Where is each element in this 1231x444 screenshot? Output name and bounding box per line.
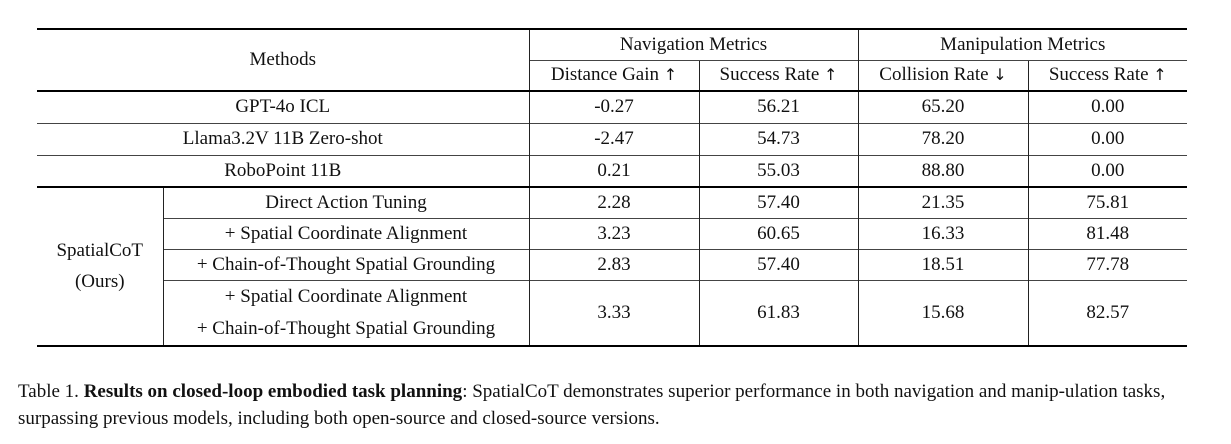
- table-row: + Spatial Coordinate Alignment + Chain-o…: [37, 279, 1188, 347]
- arrow-up-icon: ↑: [1153, 65, 1167, 85]
- method-cell: Llama3.2V 11B Zero-shot: [37, 122, 529, 155]
- arrow-down-icon: ↓: [993, 65, 1007, 85]
- value-cell: 0.21: [528, 154, 699, 187]
- best-value-cell: 3.33: [528, 279, 699, 347]
- value-cell: 3.23: [528, 217, 699, 249]
- table-row: Llama3.2V 11B Zero-shot -2.47 54.73 78.2…: [37, 122, 1188, 155]
- value-cell: 0.00: [1027, 122, 1188, 155]
- value-cell: 77.78: [1027, 248, 1188, 280]
- best-value-cell: 82.57: [1027, 279, 1188, 347]
- arrow-up-icon: ↑: [824, 65, 838, 85]
- table-row: GPT-4o ICL -0.27 56.21 65.20 0.00: [37, 90, 1188, 123]
- method-cell: Direct Action Tuning: [162, 186, 529, 218]
- value-cell: 16.33: [857, 217, 1028, 249]
- value-cell: 21.35: [857, 186, 1028, 218]
- value-cell: 60.65: [698, 217, 858, 249]
- col-distance-gain: Distance Gain ↑: [528, 59, 699, 91]
- col-nav-success-rate: Success Rate ↑: [698, 59, 858, 91]
- table-caption: Table 1. Results on closed-loop embodied…: [18, 378, 1218, 432]
- manipulation-metrics-header: Manipulation Metrics: [857, 28, 1188, 60]
- method-cell: + Spatial Coordinate Alignment + Chain-o…: [162, 279, 529, 347]
- value-cell: 54.73: [698, 122, 858, 155]
- table-row: RoboPoint 11B 0.21 55.03 88.80 0.00: [37, 154, 1188, 187]
- value-cell: 55.03: [698, 154, 858, 187]
- value-cell: 0.00: [1027, 90, 1188, 123]
- caption-text: : SpatialCoT demonstrates superior perfo…: [18, 381, 1166, 429]
- value-cell: 88.80: [857, 154, 1028, 187]
- best-value-cell: 15.68: [857, 279, 1028, 347]
- spatialcot-group-label: SpatialCoT (Ours): [37, 186, 163, 347]
- arrow-up-icon: ↑: [663, 65, 678, 85]
- value-cell: -0.27: [528, 90, 699, 123]
- value-cell: 57.40: [698, 248, 858, 280]
- value-cell: 81.48: [1027, 217, 1188, 249]
- value-cell: 57.40: [698, 186, 858, 218]
- navigation-metrics-header: Navigation Metrics: [528, 28, 858, 60]
- table-row: + Chain-of-Thought Spatial Grounding 2.8…: [37, 248, 1188, 280]
- table-row: SpatialCoT (Ours) Direct Action Tuning 2…: [37, 186, 1188, 347]
- value-cell: -2.47: [528, 122, 699, 155]
- value-cell: 78.20: [857, 122, 1028, 155]
- table-row: + Spatial Coordinate Alignment 3.23 60.6…: [37, 217, 1188, 249]
- results-table: Methods Navigation Metrics Manipulation …: [37, 28, 1188, 347]
- method-cell: + Spatial Coordinate Alignment: [162, 217, 529, 249]
- value-cell: 75.81: [1027, 186, 1188, 218]
- value-cell: 2.83: [528, 248, 699, 280]
- value-cell: 2.28: [528, 186, 699, 218]
- method-cell: + Chain-of-Thought Spatial Grounding: [162, 248, 529, 280]
- best-value-cell: 61.83: [698, 279, 858, 347]
- value-cell: 65.20: [857, 90, 1028, 123]
- value-cell: 0.00: [1027, 154, 1188, 187]
- col-manip-success-rate: Success Rate ↑: [1027, 59, 1188, 91]
- methods-header: Methods: [37, 28, 529, 91]
- method-cell: GPT-4o ICL: [37, 90, 529, 123]
- caption-title: Results on closed-loop embodied task pla…: [83, 381, 463, 402]
- value-cell: 18.51: [857, 248, 1028, 280]
- caption-label: Table 1.: [18, 381, 79, 402]
- method-cell: RoboPoint 11B: [37, 154, 529, 187]
- value-cell: 56.21: [698, 90, 858, 123]
- col-collision-rate: Collision Rate ↓: [857, 59, 1028, 91]
